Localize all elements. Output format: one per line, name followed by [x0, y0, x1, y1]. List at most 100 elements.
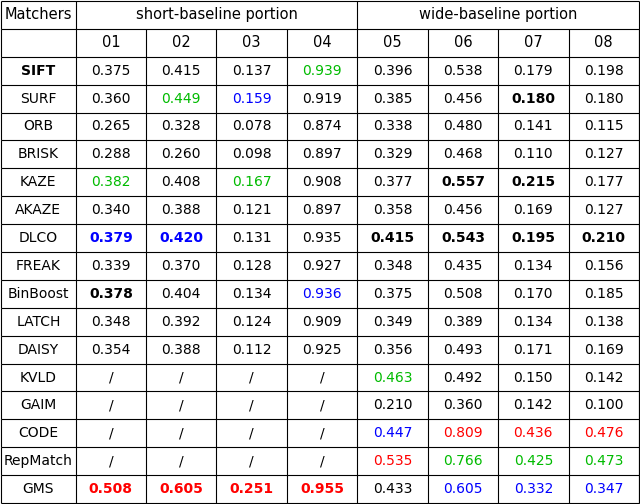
Text: 0.415: 0.415 [161, 64, 201, 78]
Text: 0.508: 0.508 [444, 287, 483, 301]
Text: 0.605: 0.605 [159, 482, 204, 496]
Text: 0.215: 0.215 [511, 175, 556, 190]
Text: 0.435: 0.435 [444, 259, 483, 273]
Text: 0.100: 0.100 [584, 398, 623, 412]
Text: 0.210: 0.210 [582, 231, 626, 245]
Text: 0.909: 0.909 [302, 314, 342, 329]
Text: RepMatch: RepMatch [4, 454, 73, 468]
Text: 0.170: 0.170 [514, 287, 553, 301]
Text: 0.375: 0.375 [91, 64, 131, 78]
Text: 0.171: 0.171 [513, 343, 553, 357]
Text: 0.809: 0.809 [443, 426, 483, 440]
Text: 0.463: 0.463 [372, 370, 412, 385]
Text: 0.332: 0.332 [514, 482, 553, 496]
Text: 0.919: 0.919 [302, 92, 342, 106]
Text: SIFT: SIFT [21, 64, 56, 78]
Text: BRISK: BRISK [18, 147, 59, 161]
Text: 0.420: 0.420 [159, 231, 204, 245]
Text: 0.137: 0.137 [232, 64, 271, 78]
Text: 0.127: 0.127 [584, 203, 623, 217]
Text: /: / [109, 398, 113, 412]
Text: 0.492: 0.492 [444, 370, 483, 385]
Text: 07: 07 [524, 35, 543, 50]
Text: /: / [109, 454, 113, 468]
Text: /: / [250, 454, 254, 468]
Text: 0.396: 0.396 [372, 64, 412, 78]
Text: 0.385: 0.385 [372, 92, 412, 106]
Text: 0.328: 0.328 [161, 119, 201, 134]
Text: 0.251: 0.251 [230, 482, 274, 496]
Text: 02: 02 [172, 35, 191, 50]
Text: CODE: CODE [19, 426, 58, 440]
Text: 0.112: 0.112 [232, 343, 271, 357]
Text: 0.388: 0.388 [161, 203, 201, 217]
Text: 0.180: 0.180 [511, 92, 556, 106]
Text: 0.605: 0.605 [444, 482, 483, 496]
Text: /: / [109, 370, 113, 385]
Text: 04: 04 [313, 35, 332, 50]
Text: 0.408: 0.408 [161, 175, 201, 190]
Text: 0.180: 0.180 [584, 92, 623, 106]
Text: 0.185: 0.185 [584, 287, 623, 301]
Text: 08: 08 [595, 35, 613, 50]
Text: BinBoost: BinBoost [8, 287, 69, 301]
Text: 0.392: 0.392 [161, 314, 201, 329]
Text: 06: 06 [454, 35, 472, 50]
Text: 0.098: 0.098 [232, 147, 271, 161]
Text: 0.260: 0.260 [161, 147, 201, 161]
Text: 0.557: 0.557 [441, 175, 485, 190]
Text: 0.425: 0.425 [514, 454, 553, 468]
Text: 01: 01 [102, 35, 120, 50]
Text: 0.927: 0.927 [302, 259, 342, 273]
Text: FREAK: FREAK [16, 259, 61, 273]
Text: 0.874: 0.874 [302, 119, 342, 134]
Text: /: / [250, 426, 254, 440]
Text: 0.897: 0.897 [302, 203, 342, 217]
Text: 0.378: 0.378 [89, 287, 132, 301]
Text: /: / [179, 370, 184, 385]
Text: 0.167: 0.167 [232, 175, 271, 190]
Text: 0.358: 0.358 [372, 203, 412, 217]
Text: 0.415: 0.415 [371, 231, 415, 245]
Text: 0.925: 0.925 [302, 343, 342, 357]
Text: 0.480: 0.480 [444, 119, 483, 134]
Text: 0.456: 0.456 [444, 92, 483, 106]
Text: 0.897: 0.897 [302, 147, 342, 161]
Text: AKAZE: AKAZE [15, 203, 61, 217]
Text: 0.493: 0.493 [444, 343, 483, 357]
Text: 0.265: 0.265 [91, 119, 131, 134]
Text: 0.347: 0.347 [584, 482, 623, 496]
Text: DAISY: DAISY [18, 343, 59, 357]
Text: 0.128: 0.128 [232, 259, 271, 273]
Text: 0.404: 0.404 [161, 287, 201, 301]
Text: 0.340: 0.340 [91, 203, 131, 217]
Text: 0.908: 0.908 [302, 175, 342, 190]
Text: 0.349: 0.349 [372, 314, 412, 329]
Text: 0.179: 0.179 [513, 64, 553, 78]
Text: 0.142: 0.142 [514, 398, 553, 412]
Text: 03: 03 [243, 35, 261, 50]
Text: /: / [109, 426, 113, 440]
Text: 0.449: 0.449 [161, 92, 201, 106]
Text: 0.348: 0.348 [372, 259, 412, 273]
Text: 0.766: 0.766 [443, 454, 483, 468]
Text: KVLD: KVLD [20, 370, 57, 385]
Text: 0.134: 0.134 [232, 287, 271, 301]
Text: 0.348: 0.348 [91, 314, 131, 329]
Text: 0.936: 0.936 [302, 287, 342, 301]
Text: Matchers: Matchers [4, 8, 72, 23]
Text: 0.935: 0.935 [302, 231, 342, 245]
Text: 0.468: 0.468 [443, 147, 483, 161]
Text: 0.138: 0.138 [584, 314, 623, 329]
Text: 0.543: 0.543 [441, 231, 485, 245]
Text: 0.169: 0.169 [584, 343, 623, 357]
Text: 0.210: 0.210 [372, 398, 412, 412]
Text: 0.177: 0.177 [584, 175, 623, 190]
Text: KAZE: KAZE [20, 175, 56, 190]
Text: DLCO: DLCO [19, 231, 58, 245]
Text: 0.356: 0.356 [372, 343, 412, 357]
Text: 0.476: 0.476 [584, 426, 623, 440]
Text: 0.195: 0.195 [511, 231, 556, 245]
Text: ORB: ORB [23, 119, 53, 134]
Text: 0.150: 0.150 [514, 370, 553, 385]
